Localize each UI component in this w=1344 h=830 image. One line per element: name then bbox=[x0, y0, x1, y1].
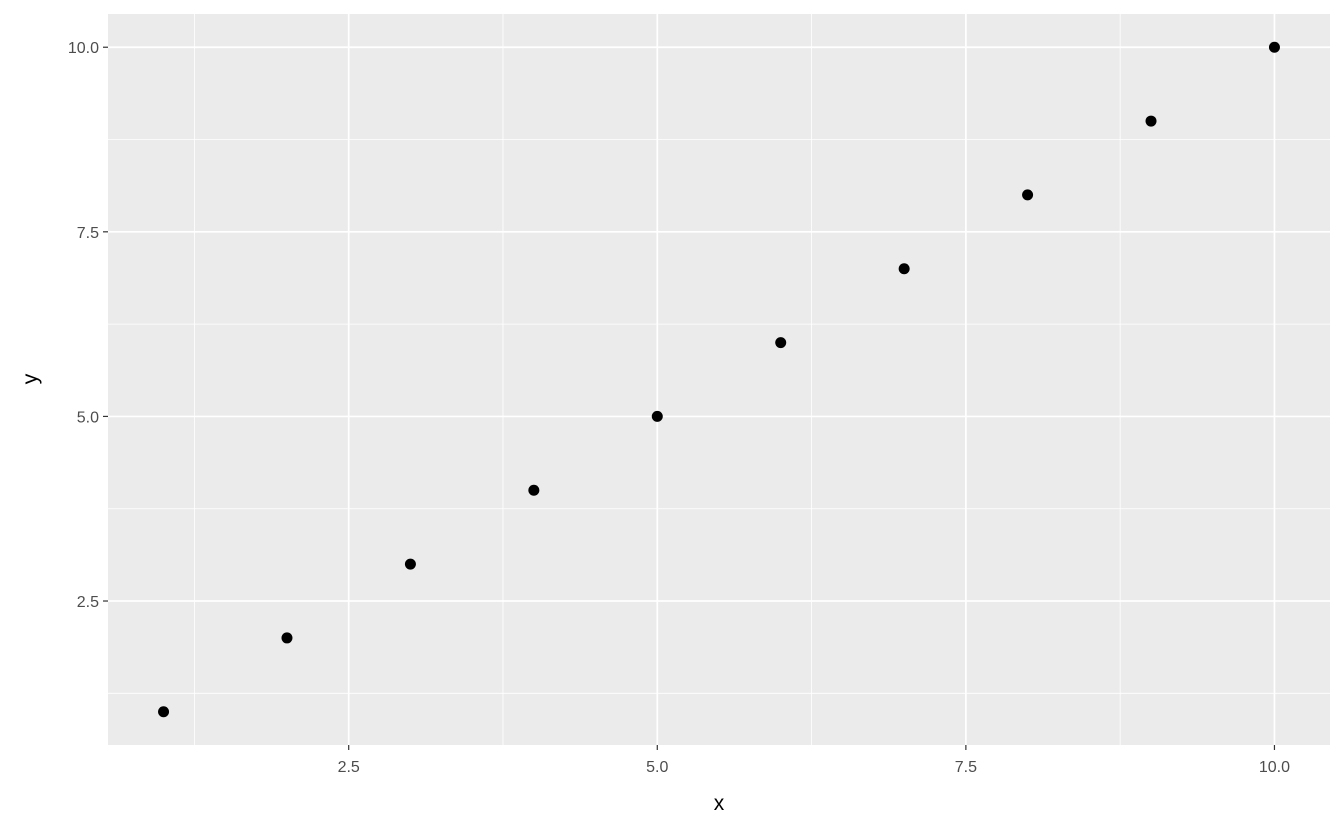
y-tick-label: 10.0 bbox=[68, 40, 99, 57]
y-axis: 2.5 5.0 7.5 10.0 bbox=[68, 40, 108, 611]
x-tick-label: 5.0 bbox=[646, 759, 668, 776]
grid-lines bbox=[108, 14, 1330, 745]
y-tick-label: 2.5 bbox=[77, 594, 99, 611]
x-tick-label: 7.5 bbox=[955, 759, 977, 776]
x-tick-label: 10.0 bbox=[1259, 759, 1290, 776]
data-point bbox=[775, 337, 787, 349]
data-point bbox=[651, 410, 663, 422]
y-axis-title: y bbox=[19, 373, 42, 384]
data-point bbox=[404, 558, 416, 570]
y-tick-label: 7.5 bbox=[77, 225, 99, 242]
data-point bbox=[281, 632, 293, 644]
x-axis-title: x bbox=[714, 792, 725, 815]
data-points bbox=[158, 41, 1280, 718]
data-point bbox=[1268, 41, 1280, 53]
y-tick-label: 5.0 bbox=[77, 409, 99, 426]
data-point bbox=[898, 263, 910, 275]
x-axis: 2.5 5.0 7.5 10.0 bbox=[338, 745, 1290, 776]
x-tick-label: 2.5 bbox=[338, 759, 360, 776]
data-point bbox=[158, 706, 170, 718]
data-point bbox=[1145, 115, 1157, 127]
plot-panel bbox=[108, 14, 1330, 745]
data-point bbox=[1022, 189, 1034, 201]
data-point bbox=[528, 484, 540, 496]
